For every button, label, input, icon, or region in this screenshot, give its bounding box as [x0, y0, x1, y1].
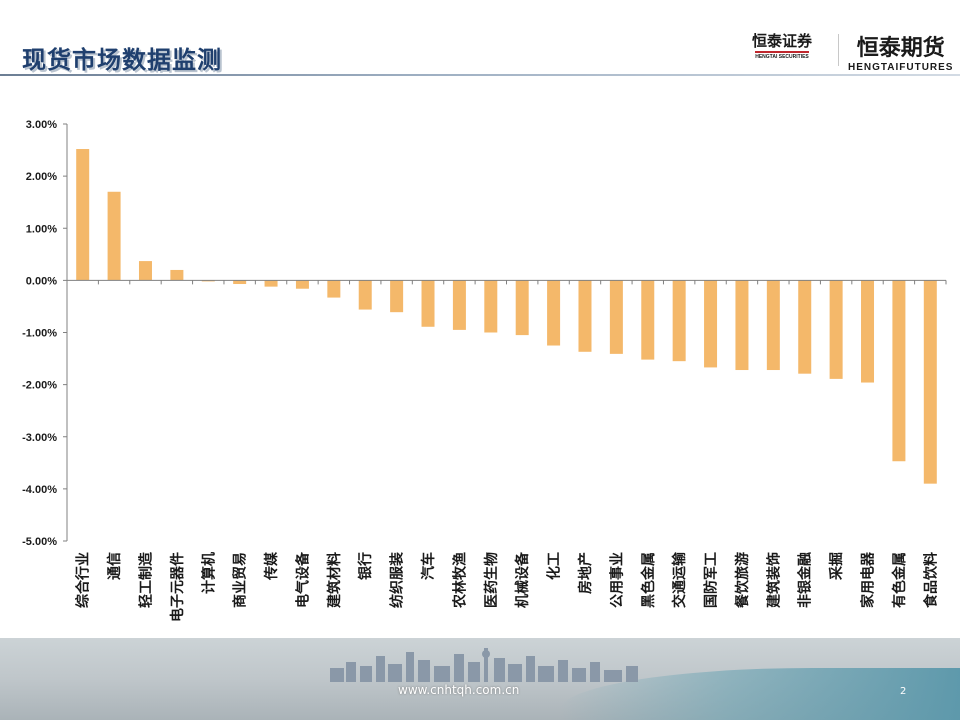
y-tick-label: -3.00%: [22, 432, 57, 444]
x-tick-label: 房地产: [577, 552, 594, 594]
bar: [233, 280, 247, 285]
x-tick-label: 公用事业: [608, 552, 625, 608]
x-tick-label: 食品饮料: [922, 552, 939, 608]
bar: [170, 269, 184, 281]
y-tick-label: -1.00%: [22, 328, 57, 340]
y-tick-label: -2.00%: [22, 380, 57, 392]
x-tick-label: 综合行业: [75, 552, 92, 608]
x-tick-label: 黑色金属: [640, 552, 657, 608]
x-tick-label: 国防军工: [703, 552, 720, 608]
x-tick-label: 非银金融: [797, 552, 814, 608]
x-tick-label: 建筑装饰: [765, 552, 782, 608]
x-tick-label: 电子元器件: [169, 552, 186, 622]
bar: [421, 280, 435, 327]
bar: [861, 280, 875, 383]
y-tick-label: -4.00%: [22, 484, 57, 496]
y-tick-label: 1.00%: [26, 223, 57, 235]
bar: [515, 280, 529, 336]
bar: [264, 280, 278, 287]
bar: [704, 280, 718, 368]
bar: [829, 280, 843, 379]
y-tick-label: 2.00%: [26, 171, 57, 183]
bar: [390, 280, 404, 313]
bar: [295, 280, 309, 289]
x-tick-label: 机械设备: [514, 551, 531, 608]
bar: [798, 280, 812, 374]
y-tick-label: 0.00%: [26, 275, 57, 287]
bar: [201, 280, 215, 282]
x-tick-label: 医药生物: [483, 552, 500, 608]
x-tick-label: 有色金属: [891, 552, 908, 608]
x-tick-label: 采掘: [828, 552, 845, 581]
y-tick-label: -5.00%: [22, 536, 57, 548]
x-tick-label: 汽车: [420, 552, 437, 580]
logo-subtitle: HENGTAI SECURITIES: [755, 51, 809, 60]
y-tick-label: 3.00%: [26, 119, 57, 131]
x-tick-label: 农林牧渔: [451, 552, 468, 609]
bar: [484, 280, 498, 333]
bar: [76, 149, 90, 281]
x-tick-label: 电气设备: [294, 551, 311, 608]
x-tick-label: 家用电器: [860, 551, 877, 608]
bar: [672, 280, 686, 362]
bar: [578, 280, 592, 352]
x-tick-label: 银行: [357, 552, 374, 580]
bar: [609, 280, 623, 354]
x-tick-label: 餐饮旅游: [734, 552, 751, 609]
footer-banner: [0, 638, 960, 720]
logo-subtitle: HENGTAIFUTURES: [848, 62, 954, 73]
bar: [107, 191, 121, 281]
bar: [892, 280, 906, 462]
footer-url: www.cnhtqh.com.cn: [398, 683, 520, 697]
bar: [641, 280, 655, 360]
hengtai-securities-logo: 恒泰证券 HENGTAI SECURITIES: [752, 30, 812, 60]
logo-name: 恒泰证券: [752, 32, 813, 50]
x-tick-label: 商业贸易: [232, 552, 249, 608]
x-tick-label: 化工: [546, 552, 563, 580]
hengtai-futures-logo: 恒泰期货 HENGTAIFUTURES: [848, 30, 953, 73]
city-skyline-icon: [330, 648, 638, 682]
title-underline: [0, 74, 960, 76]
x-tick-label: 建筑材料: [326, 552, 343, 608]
page-number: 2: [900, 686, 907, 697]
logo-divider: [838, 34, 839, 66]
bar: [923, 280, 937, 484]
x-tick-label: 传媒: [263, 551, 280, 581]
bar: [735, 280, 749, 371]
logo-name: 恒泰期货: [856, 36, 945, 61]
x-tick-label: 通信: [106, 552, 123, 580]
bar: [766, 280, 780, 371]
bar: [138, 261, 152, 281]
bar: [452, 280, 466, 330]
bar: [358, 280, 372, 310]
x-tick-label: 轻工制造: [137, 552, 154, 608]
x-tick-label: 交通运输: [671, 551, 688, 608]
x-tick-label: 计算机: [200, 552, 217, 594]
x-tick-label: 纺织服装: [389, 551, 406, 608]
sector-return-bar-chart: 3.00% 2.00% 1.00% 0.00% -1.00% -2.00% -3.00% -4…: [22, 119, 947, 622]
bar: [327, 280, 341, 298]
page-title: 现货市场数据监测: [22, 46, 222, 74]
bar: [547, 280, 561, 346]
